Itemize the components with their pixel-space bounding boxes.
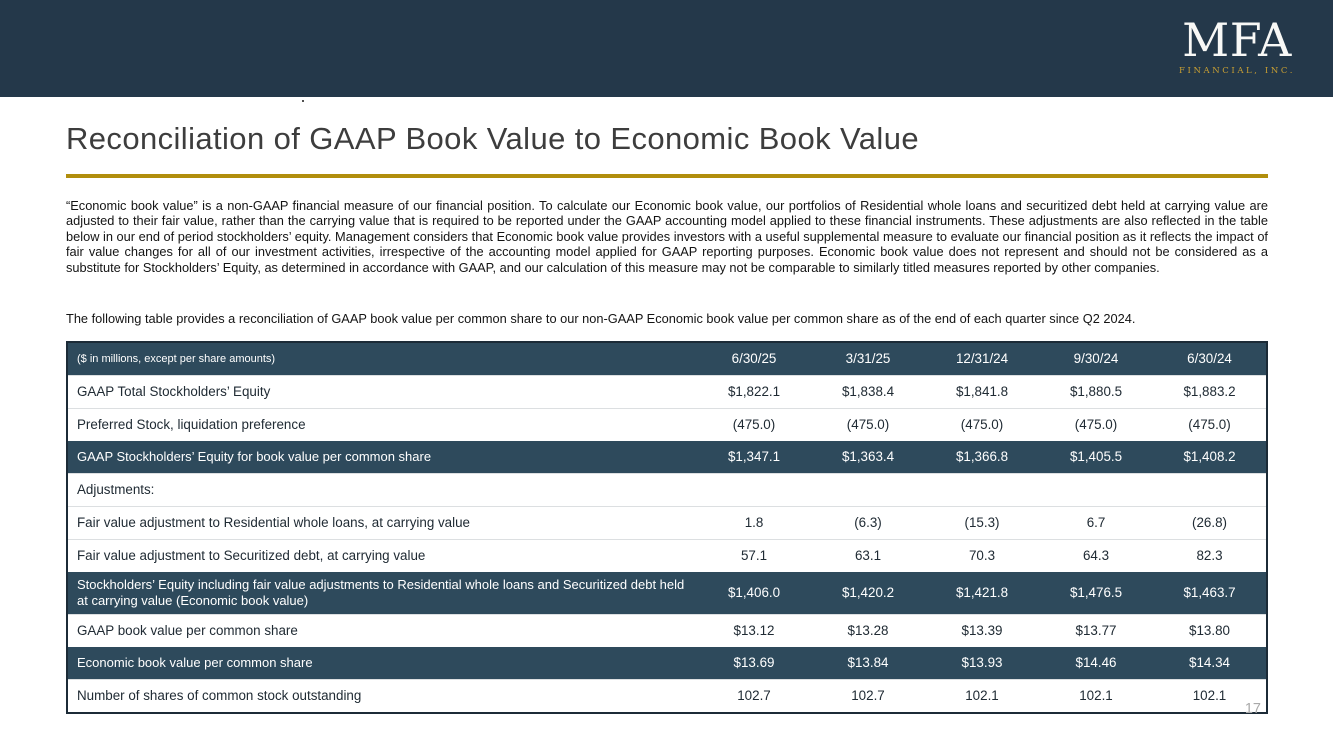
row-value: $1,880.5	[1039, 375, 1153, 409]
row-value: (475.0)	[1153, 408, 1267, 441]
mfa-logo-subtext: FINANCIAL, INC.	[1178, 66, 1295, 77]
mfa-logo-text: MFA	[1182, 13, 1292, 67]
row-value: $1,841.8	[925, 375, 1039, 409]
page-number: 17	[1244, 701, 1261, 717]
row-label: GAAP Stockholders’ Equity for book value…	[77, 449, 432, 464]
stray-dot	[302, 100, 304, 102]
row-value: 6.7	[1039, 506, 1153, 540]
table-row: Preferred Stock, liquidation preference …	[67, 408, 1267, 441]
body-paragraph-2: The following table provides a reconcili…	[66, 311, 1136, 326]
row-value: 57.1	[697, 539, 811, 572]
row-value: 102.1	[925, 679, 1039, 713]
row-value: 1.8	[697, 506, 811, 540]
row-value: $1,406.0	[727, 585, 781, 600]
row-label: GAAP Total Stockholders’ Equity	[67, 375, 697, 409]
row-value: $1,366.8	[955, 449, 1009, 464]
table-row: Fair value adjustment to Securitized deb…	[67, 539, 1267, 572]
table-row: GAAP Total Stockholders’ Equity $1,822.1…	[67, 375, 1267, 409]
row-value: $13.77	[1039, 614, 1153, 647]
row-label: Fair value adjustment to Residential who…	[67, 506, 697, 540]
column-header-1: 6/30/25	[731, 351, 777, 366]
row-value	[1039, 473, 1153, 507]
row-value	[1153, 473, 1267, 507]
row-value: $13.93	[961, 655, 1003, 670]
row-value: $13.69	[733, 655, 775, 670]
reconciliation-table-container: ($ in millions, except per share amounts…	[66, 341, 1268, 714]
row-value: 102.7	[697, 679, 811, 713]
row-value	[697, 473, 811, 507]
row-value: $1,420.2	[841, 585, 895, 600]
row-value: 102.1	[1039, 679, 1153, 713]
table-units-label: ($ in millions, except per share amounts…	[77, 353, 276, 365]
row-value: (475.0)	[925, 408, 1039, 441]
row-label: Preferred Stock, liquidation preference	[67, 408, 697, 441]
row-value: $13.28	[811, 614, 925, 647]
row-value: 64.3	[1039, 539, 1153, 572]
column-header-4: 9/30/24	[1073, 351, 1119, 366]
row-value: $14.46	[1075, 655, 1117, 670]
body-paragraph-1: “Economic book value” is a non-GAAP fina…	[66, 198, 1268, 275]
table-header-row: ($ in millions, except per share amounts…	[67, 342, 1267, 376]
row-value: 63.1	[811, 539, 925, 572]
row-value: $13.39	[925, 614, 1039, 647]
row-value: $1,363.4	[841, 449, 895, 464]
row-label: GAAP book value per common share	[67, 614, 697, 647]
row-value	[811, 473, 925, 507]
header-banner: MFA FINANCIAL, INC.	[0, 0, 1333, 97]
table-row-subtotal: Stockholders’ Equity including fair valu…	[67, 572, 1267, 615]
row-value: 70.3	[925, 539, 1039, 572]
row-label: Economic book value per common share	[77, 655, 313, 670]
table-row: Fair value adjustment to Residential who…	[67, 506, 1267, 540]
table-row-subtotal: Economic book value per common share $13…	[67, 647, 1267, 680]
table-row-subtotal: GAAP Stockholders’ Equity for book value…	[67, 441, 1267, 474]
row-label: Number of shares of common stock outstan…	[67, 679, 697, 713]
table-row: Number of shares of common stock outstan…	[67, 679, 1267, 713]
row-value: $1,883.2	[1153, 375, 1267, 409]
title-divider	[66, 174, 1268, 178]
page-title: Reconciliation of GAAP Book Value to Eco…	[66, 121, 919, 156]
row-value: $1,421.8	[955, 585, 1009, 600]
row-value: (15.3)	[925, 506, 1039, 540]
row-value: $13.84	[847, 655, 889, 670]
row-value	[925, 473, 1039, 507]
row-value: 102.1	[1153, 679, 1267, 713]
row-label: Adjustments:	[67, 473, 697, 507]
row-value: (6.3)	[811, 506, 925, 540]
row-value: $13.80	[1153, 614, 1267, 647]
row-value: $1,408.2	[1183, 449, 1236, 464]
mfa-logo: MFA FINANCIAL, INC.	[1178, 13, 1295, 77]
row-value: $1,822.1	[697, 375, 811, 409]
row-value: (475.0)	[697, 408, 811, 441]
column-header-2: 3/31/25	[845, 351, 891, 366]
table-row: GAAP book value per common share $13.12 …	[67, 614, 1267, 647]
row-value: $1,463.7	[1183, 585, 1236, 600]
row-label: Stockholders’ Equity including fair valu…	[77, 577, 685, 608]
row-value: $1,405.5	[1069, 449, 1123, 464]
row-value: 102.7	[811, 679, 925, 713]
row-value: $13.12	[697, 614, 811, 647]
table-row: Adjustments:	[67, 473, 1267, 507]
column-header-5: 6/30/24	[1187, 351, 1232, 366]
column-header-3: 12/31/24	[955, 351, 1009, 366]
row-value: (475.0)	[811, 408, 925, 441]
reconciliation-table: ($ in millions, except per share amounts…	[66, 341, 1268, 714]
row-value: (475.0)	[1039, 408, 1153, 441]
row-value: 82.3	[1153, 539, 1267, 572]
row-value: $1,347.1	[727, 449, 781, 464]
row-label: Fair value adjustment to Securitized deb…	[67, 539, 697, 572]
row-value: $14.34	[1189, 655, 1230, 670]
row-value: $1,476.5	[1069, 585, 1123, 600]
row-value: $1,838.4	[811, 375, 925, 409]
row-value: (26.8)	[1153, 506, 1267, 540]
